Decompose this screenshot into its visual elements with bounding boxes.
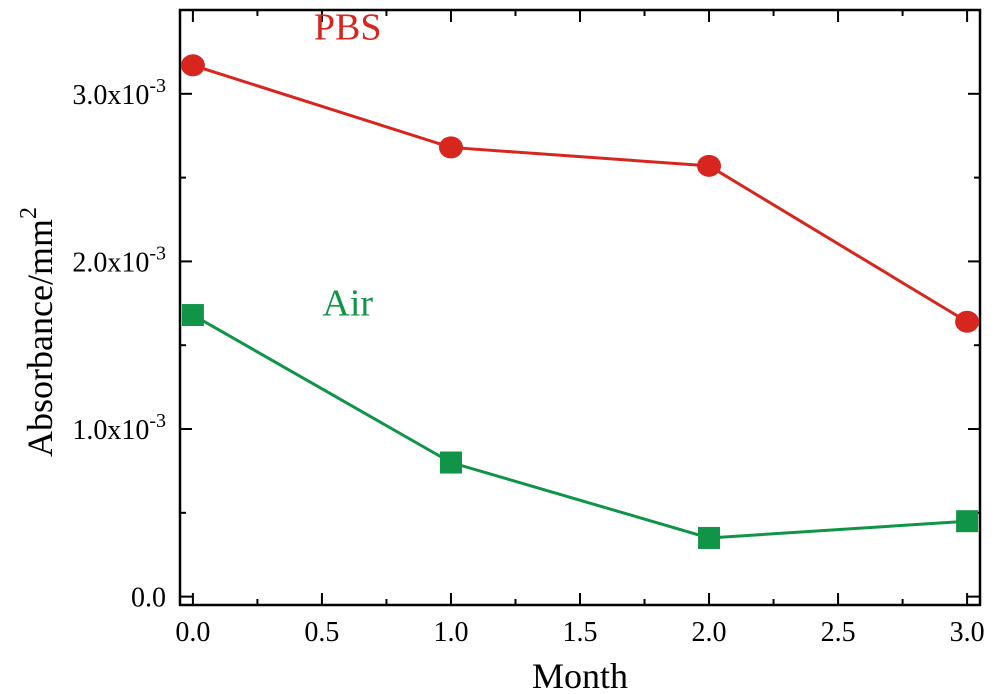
y-axis-title-text: Absorbance/mm <box>20 219 60 457</box>
x-tick-label-4: 2.0 <box>692 617 727 648</box>
y-tick-label-2: 2.0x10-3 <box>72 242 166 278</box>
x-tick-label-5: 2.5 <box>821 617 856 648</box>
y-axis-title: Absorbance/mm2 <box>16 207 60 457</box>
x-axis-title: Month <box>532 656 628 694</box>
y-axis-title-superscript: 2 <box>16 207 42 219</box>
series-line-air <box>192 313 968 540</box>
y-tick-label-3: 3.0x10-3 <box>72 75 166 111</box>
point-air-0 <box>181 304 204 327</box>
point-air-2 <box>698 526 721 549</box>
point-pbs-0 <box>180 54 205 77</box>
y-tick-label-1: 1.0x10-3 <box>72 410 166 446</box>
x-tick-label-3: 1.5 <box>563 617 598 648</box>
series-line-pbs <box>192 63 968 324</box>
ticks-layer: 0.0 0.5 1.0 1.5 2.0 2.5 3.0 0.0 1.0x10-3 2.0x10-3… <box>72 10 985 648</box>
point-pbs-1 <box>438 136 463 159</box>
y-tick-label-0: 0.0 <box>131 583 166 614</box>
series-label-air: Air <box>322 282 373 324</box>
labels-layer: PBS Air <box>314 6 382 324</box>
x-tick-label-2: 1.0 <box>433 617 468 648</box>
point-pbs-2 <box>697 154 722 177</box>
series-label-pbs: PBS <box>314 6 382 48</box>
point-pbs-3 <box>955 310 980 333</box>
point-air-3 <box>956 510 979 533</box>
x-tick-label-6: 3.0 <box>950 617 985 648</box>
point-air-1 <box>439 451 462 474</box>
series-layer <box>180 54 980 549</box>
x-tick-label-1: 0.5 <box>304 617 339 648</box>
x-tick-label-0: 0.0 <box>175 617 210 648</box>
